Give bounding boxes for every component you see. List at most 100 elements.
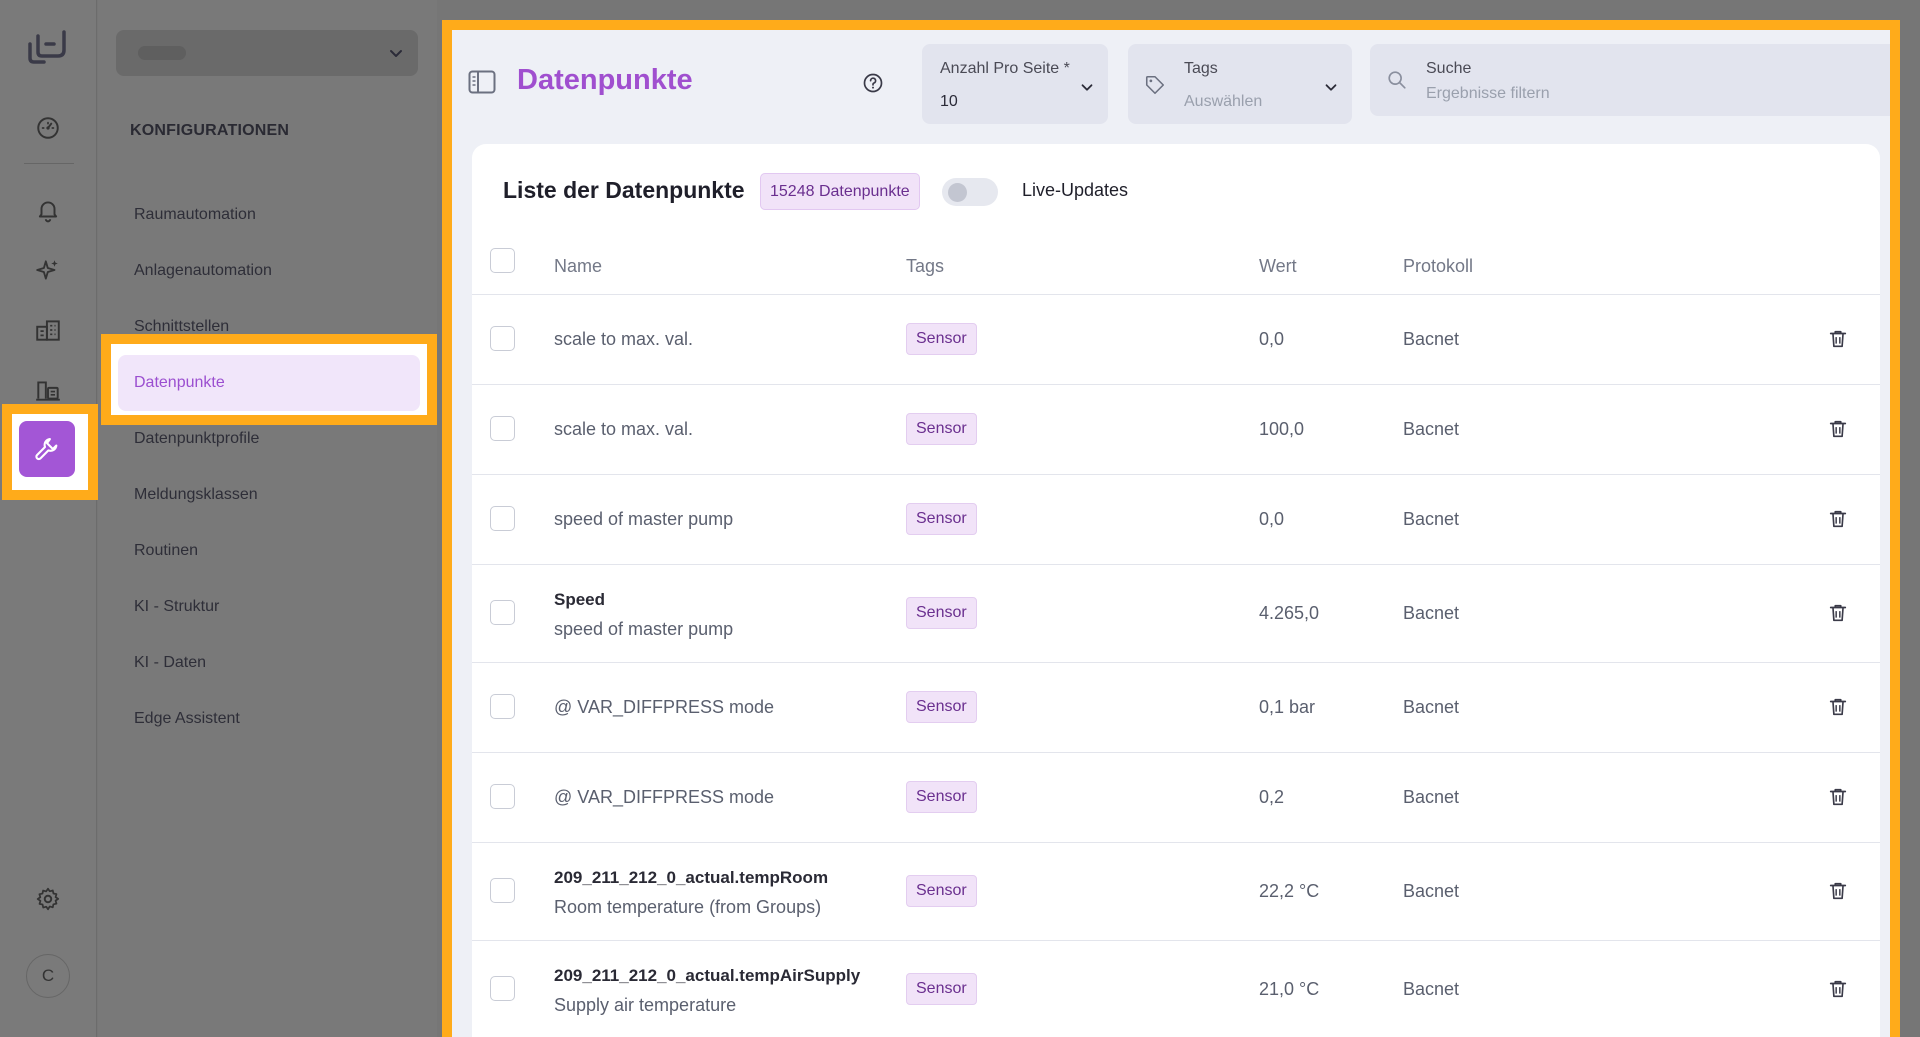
tag-badge: Sensor xyxy=(906,597,977,629)
tag-icon xyxy=(1144,74,1166,101)
divider xyxy=(472,294,1880,295)
sidebar-item-anlagenautomation[interactable]: Anlagenautomation xyxy=(134,262,272,279)
tenant-select[interactable] xyxy=(116,30,418,76)
row-title: 209_211_212_0_actual.tempRoom xyxy=(554,868,829,887)
live-updates-toggle[interactable] xyxy=(942,178,998,206)
row-protocol: Bacnet xyxy=(1403,697,1460,717)
tags-select[interactable]: Tags Auswählen xyxy=(1128,44,1352,124)
select-all-checkbox[interactable] xyxy=(490,248,515,273)
trash-icon[interactable] xyxy=(1827,328,1849,355)
table-row[interactable]: Speed speed of master pump Sensor 4.265,… xyxy=(472,565,1880,662)
highlight-frame xyxy=(2,404,98,500)
table-row[interactable]: 209_211_212_0_actual.tempRoom Room tempe… xyxy=(472,843,1880,940)
sidebar-item-datenpunkte[interactable]: Datenpunkte xyxy=(118,355,420,411)
live-updates-label: Live-Updates xyxy=(1022,180,1129,200)
table-row[interactable]: scale to max. val. Sensor 100,0 Bacnet xyxy=(472,385,1880,474)
row-title: 209_211_212_0_actual.tempAirSupply xyxy=(554,966,861,985)
sidebar-item-datenpunktprofile[interactable]: Datenpunktprofile xyxy=(134,430,260,447)
row-checkbox[interactable] xyxy=(490,784,515,809)
row-protocol: Bacnet xyxy=(1403,329,1460,349)
table-row[interactable]: @ VAR_DIFFPRESS mode Sensor 0,1 bar Bacn… xyxy=(472,663,1880,752)
toggle-knob xyxy=(948,183,967,202)
search-label: Suche xyxy=(1426,60,1472,77)
row-name: scale to max. val. xyxy=(554,329,694,349)
main-content: Datenpunkte Anzahl Pro Seite * 10 Tags A… xyxy=(442,20,1900,1037)
chevron-down-icon xyxy=(1322,78,1340,101)
sidebar-item-routinen[interactable]: Routinen xyxy=(134,542,199,559)
table-row[interactable]: 209_211_212_0_actual.tempAirSupply Suppl… xyxy=(472,941,1880,1037)
buildings-icon[interactable] xyxy=(26,308,70,352)
tag-badge: Sensor xyxy=(906,413,977,445)
dashboard-icon[interactable] xyxy=(26,106,70,150)
row-checkbox[interactable] xyxy=(490,326,515,351)
tags-label: Tags xyxy=(1184,60,1218,77)
row-checkbox[interactable] xyxy=(490,600,515,625)
tag-badge: Sensor xyxy=(906,973,977,1005)
table-row[interactable]: @ VAR_DIFFPRESS mode Sensor 0,2 Bacnet xyxy=(472,753,1880,842)
divider xyxy=(472,474,1880,475)
row-protocol: Bacnet xyxy=(1403,419,1460,439)
row-name: @ VAR_DIFFPRESS mode xyxy=(554,787,774,807)
section-title: KONFIGURATIONEN xyxy=(130,122,290,139)
trash-icon[interactable] xyxy=(1827,418,1849,445)
search-icon xyxy=(1386,69,1408,96)
logo-icon[interactable] xyxy=(24,26,72,68)
search-input[interactable]: Suche Ergebnisse filtern xyxy=(1370,44,1890,116)
trash-icon[interactable] xyxy=(1827,602,1849,629)
sidebar-item-schnittstellen[interactable]: Schnittstellen xyxy=(134,318,230,335)
chevron-down-icon xyxy=(386,43,406,68)
row-value: 100,0 xyxy=(1259,419,1305,439)
datapoints-card: Liste der Datenpunkte 15248 Datenpunkte … xyxy=(472,144,1880,1037)
row-checkbox[interactable] xyxy=(490,878,515,903)
column-header-tags[interactable]: Tags xyxy=(906,256,945,276)
tag-badge: Sensor xyxy=(906,781,977,813)
sidebar-toggle-icon[interactable] xyxy=(468,70,496,99)
trash-icon[interactable] xyxy=(1827,508,1849,535)
avatar[interactable]: C xyxy=(26,954,70,998)
column-header-protocol[interactable]: Protokoll xyxy=(1403,256,1474,276)
trash-icon[interactable] xyxy=(1827,978,1849,1005)
row-value: 4.265,0 xyxy=(1259,603,1320,623)
per-page-select[interactable]: Anzahl Pro Seite * 10 xyxy=(922,44,1108,124)
divider xyxy=(472,940,1880,941)
sidebar-item-edge-assistent[interactable]: Edge Assistent xyxy=(134,710,240,727)
tags-placeholder: Auswählen xyxy=(1184,93,1263,110)
gear-icon[interactable] xyxy=(26,877,70,921)
wrench-icon[interactable] xyxy=(19,421,75,477)
tenant-name-blurred xyxy=(138,46,186,60)
row-protocol: Bacnet xyxy=(1403,787,1460,807)
sidebar-item-ki-daten[interactable]: KI - Daten xyxy=(134,654,207,671)
sidebar-item-raumautomation[interactable]: Raumautomation xyxy=(134,206,256,223)
page-header: Datenpunkte Anzahl Pro Seite * 10 Tags A… xyxy=(452,30,1890,130)
trash-icon[interactable] xyxy=(1827,696,1849,723)
avatar-initial: C xyxy=(41,966,55,985)
row-value: 0,0 xyxy=(1259,509,1285,529)
trash-icon[interactable] xyxy=(1827,880,1849,907)
column-header-name[interactable]: Name xyxy=(554,256,603,276)
row-title: Speed xyxy=(554,590,606,609)
divider xyxy=(472,842,1880,843)
sparkles-icon[interactable] xyxy=(26,248,70,292)
help-icon[interactable] xyxy=(862,72,884,99)
divider xyxy=(472,662,1880,663)
devices-icon[interactable] xyxy=(26,368,70,412)
row-checkbox[interactable] xyxy=(490,976,515,1001)
trash-icon[interactable] xyxy=(1827,786,1849,813)
bell-icon[interactable] xyxy=(26,188,70,232)
row-protocol: Bacnet xyxy=(1403,509,1460,529)
divider xyxy=(472,564,1880,565)
row-checkbox[interactable] xyxy=(490,506,515,531)
row-protocol: Bacnet xyxy=(1403,603,1460,623)
table-row[interactable]: speed of master pump Sensor 0,0 Bacnet xyxy=(472,475,1880,564)
sidebar-item-ki-struktur[interactable]: KI - Struktur xyxy=(134,598,220,615)
row-value: 22,2 °C xyxy=(1259,881,1320,901)
row-checkbox[interactable] xyxy=(490,416,515,441)
sidebar-item-meldungsklassen[interactable]: Meldungsklassen xyxy=(134,486,258,503)
row-checkbox[interactable] xyxy=(490,694,515,719)
tag-badge: Sensor xyxy=(906,691,977,723)
column-header-value[interactable]: Wert xyxy=(1259,256,1297,276)
row-protocol: Bacnet xyxy=(1403,881,1460,901)
sidebar-item-label: Datenpunkte xyxy=(134,374,225,391)
table-row[interactable]: scale to max. val. Sensor 0,0 Bacnet xyxy=(472,295,1880,384)
row-name: @ VAR_DIFFPRESS mode xyxy=(554,697,774,717)
